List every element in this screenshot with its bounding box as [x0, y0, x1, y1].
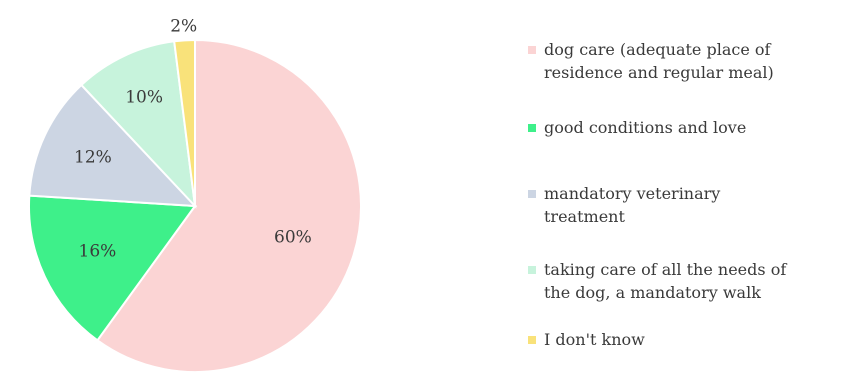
- pie-slice-4: [173, 38, 196, 207]
- pie-slice-2: [28, 83, 198, 208]
- pie-slice-1: [28, 194, 197, 342]
- legend-item-all-needs: taking care of all the needs of the dog,…: [528, 258, 848, 304]
- legend-label-dont-know: I don't know: [544, 328, 645, 351]
- pie-slice-label-2: 12%: [74, 147, 112, 167]
- legend-item-veterinary: mandatory veterinary treatment: [528, 182, 848, 228]
- legend-label-veterinary: mandatory veterinary treatment: [544, 182, 720, 228]
- legend-label-veterinary-line1: mandatory veterinary: [544, 184, 721, 203]
- legend-label-dont-know-line1: I don't know: [544, 330, 645, 349]
- legend-label-veterinary-line2: treatment: [544, 207, 625, 226]
- legend-label-good-conditions-line1: good conditions and love: [544, 118, 747, 137]
- pie-slice-label-4: 2%: [170, 17, 197, 37]
- pie-slice-labels: 60% 16% 12% 10% 2%: [74, 17, 312, 262]
- pie-slice-0: [96, 38, 362, 373]
- pie-slices: [28, 38, 362, 373]
- legend-label-all-needs-line2: the dog, a mandatory walk: [544, 283, 761, 302]
- pie-slice-label-1: 16%: [79, 241, 117, 261]
- pie-slice-3: [79, 40, 197, 209]
- legend-swatch-good-conditions: [528, 124, 536, 132]
- legend-item-dont-know: I don't know: [528, 328, 848, 351]
- legend-label-good-conditions: good conditions and love: [544, 116, 746, 139]
- legend-item-dog-care: dog care (adequate place of residence an…: [528, 38, 848, 84]
- legend-label-dog-care-line1: dog care (adequate place of: [544, 40, 771, 59]
- legend-label-dog-care-line2: residence and regular meal): [544, 63, 774, 82]
- legend-label-all-needs: taking care of all the needs of the dog,…: [544, 258, 786, 304]
- pie-slice-label-0: 60%: [274, 227, 312, 247]
- pie-slice-label-3: 10%: [125, 87, 163, 107]
- legend-item-good-conditions: good conditions and love: [528, 116, 848, 139]
- legend-label-dog-care: dog care (adequate place of residence an…: [544, 38, 774, 84]
- legend-swatch-all-needs: [528, 266, 536, 274]
- legend-swatch-dog-care: [528, 46, 536, 54]
- legend-swatch-veterinary: [528, 190, 536, 198]
- legend-label-all-needs-line1: taking care of all the needs of: [544, 260, 787, 279]
- legend-swatch-dont-know: [528, 336, 536, 344]
